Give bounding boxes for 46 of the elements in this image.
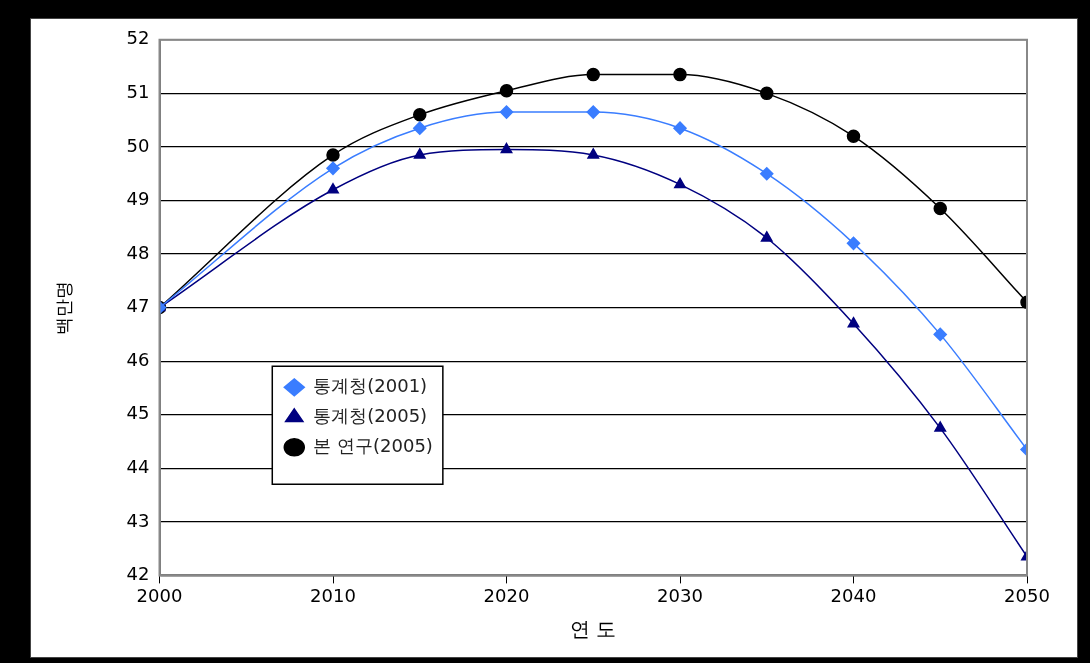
point [413,121,427,135]
point [586,105,600,119]
point [326,161,340,176]
x-tick-label: 2030 [657,584,703,606]
y-tick-label: 52 [126,27,150,49]
point [933,201,947,216]
point [760,86,774,101]
y-tick-label: 44 [126,455,150,477]
point [587,148,600,159]
point [933,327,947,342]
point [499,105,514,119]
y-tick-label: 50 [126,134,150,156]
y-tick-label: 46 [126,348,150,370]
point [499,83,514,98]
point [760,166,774,181]
point [674,177,686,189]
y-axis-title: 백만명 [53,280,75,335]
y-tick-label: 43 [126,509,150,531]
x-tick-label: 2000 [136,584,183,606]
point [846,236,861,251]
point [326,148,340,162]
point [760,231,773,242]
legend-label: 통계청(2001) [313,375,428,397]
point [673,121,687,135]
x-tick-label: 2020 [483,584,530,606]
point [413,148,426,159]
point [847,316,860,328]
point [586,67,600,82]
point [500,142,513,154]
y-tick-label: 48 [126,241,150,263]
x-tick-label: 2040 [830,584,877,606]
y-tick-label: 49 [126,188,150,210]
y-tick-label: 47 [126,295,150,317]
y-tick-label: 51 [126,81,150,103]
point [327,183,339,194]
x-axis-title: 연 도 [570,617,617,642]
y-tick-label: 42 [126,563,150,585]
point [846,129,861,143]
x-tick-label: 2010 [310,584,356,606]
x-tick-label: 2050 [1004,584,1050,606]
point [673,67,687,82]
y-tick-label: 45 [126,402,150,424]
point [413,108,427,122]
legend-label: 통계청(2005) [313,405,428,427]
legend-label: 본 연구(2005) [313,435,433,457]
point [934,421,947,432]
